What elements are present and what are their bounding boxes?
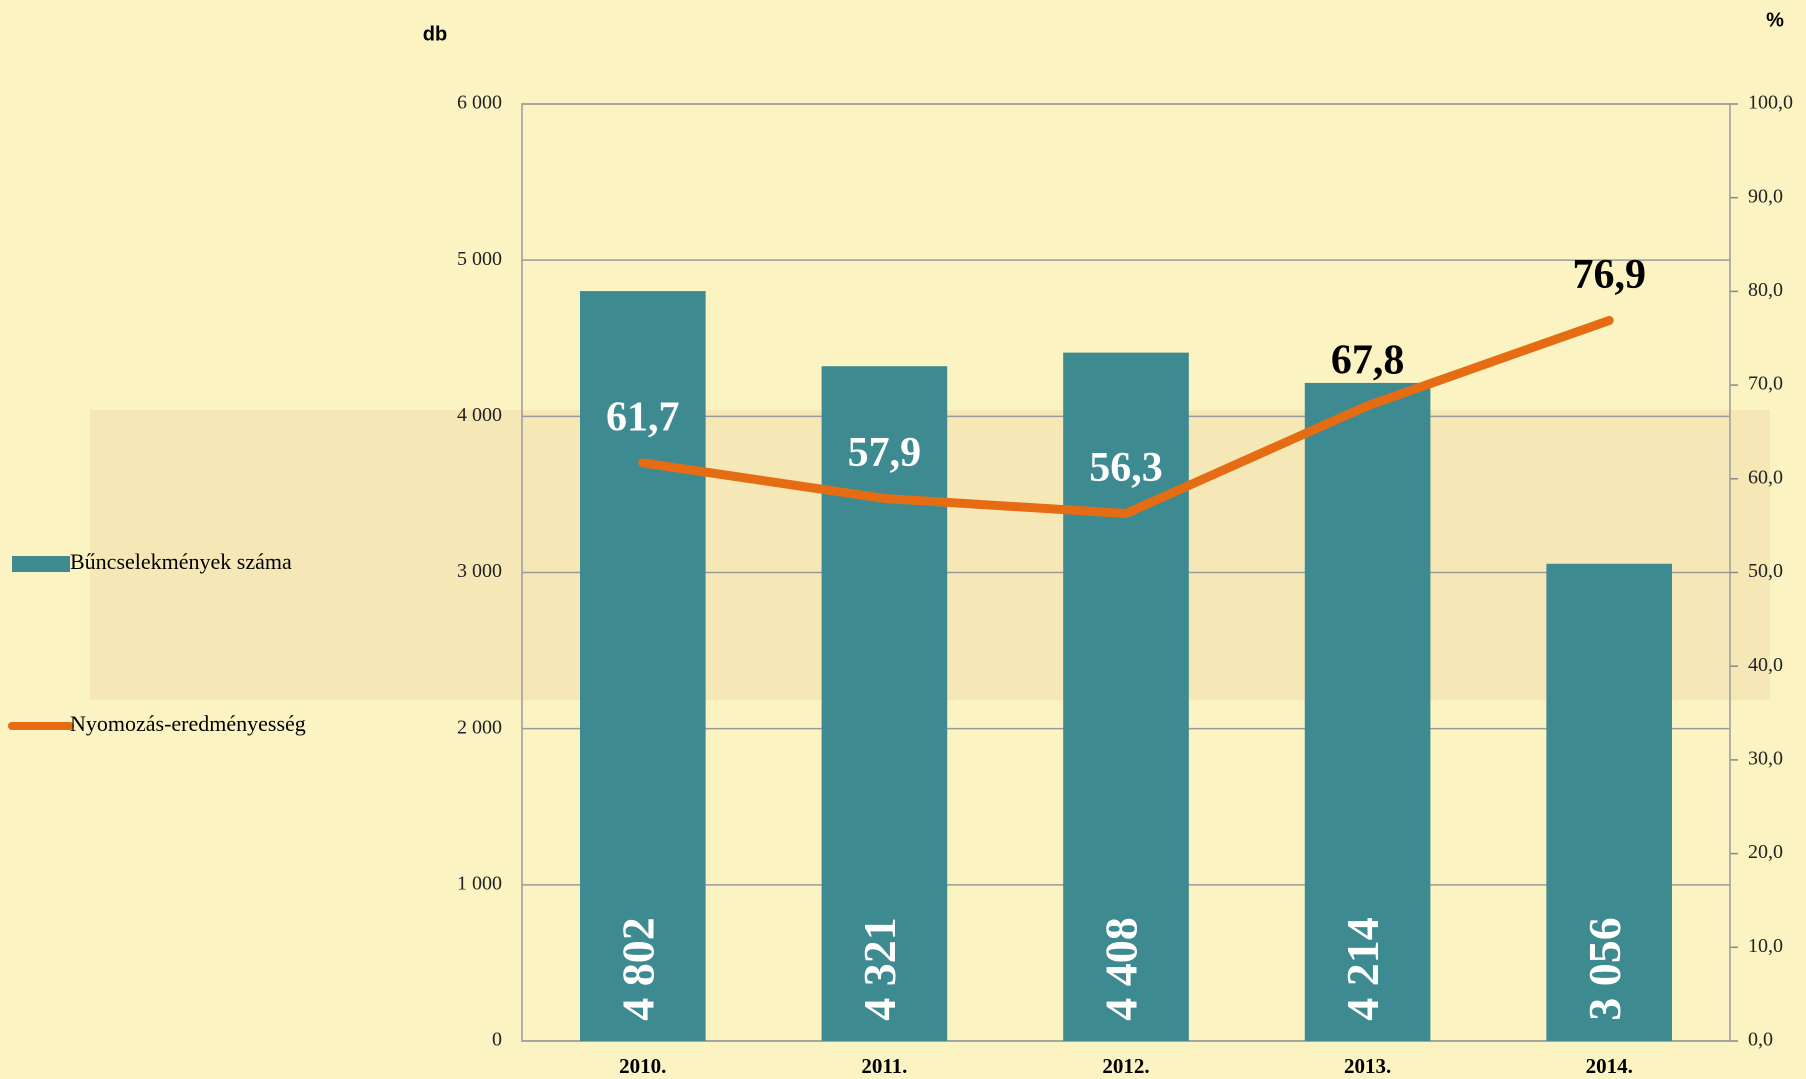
bar-value-label: 4 321 [854,917,905,1021]
bar [1063,352,1189,1042]
bar [579,291,706,1042]
y2-tick-label: 40,0 [1748,654,1783,676]
y2-tick-label: 10,0 [1748,935,1783,957]
y2-tick-label: 30,0 [1748,747,1783,769]
y2-tick-label: 80,0 [1748,279,1783,301]
legend-swatch [12,556,70,572]
y2-tick-label: 60,0 [1748,466,1783,488]
y2-tick-label: 0,0 [1748,1029,1773,1051]
y-tick-label: 0 [492,1029,502,1051]
y-tick-label: 2 000 [457,716,502,738]
bar [821,366,948,1041]
y-axis-label: db [423,23,447,45]
legend-label: Nyomozás-eredményesség [70,711,306,736]
line-value-label: 57,9 [848,430,922,476]
line-value-label: 61,7 [606,395,680,441]
line-value-label: 76,9 [1572,252,1646,298]
x-tick-label: 2013. [1344,1054,1391,1078]
bar-value-label: 3 056 [1579,917,1630,1021]
y2-tick-label: 50,0 [1748,560,1783,582]
y-tick-label: 6 000 [457,92,502,114]
legend-label: Bűncselekmények száma [70,549,292,574]
bar-value-label: 4 408 [1096,917,1147,1021]
y-tick-label: 4 000 [457,404,502,426]
bar-value-label: 4 214 [1337,917,1388,1021]
x-tick-label: 2010. [619,1054,666,1078]
line [638,315,1614,518]
x-tick-label: 2011. [861,1054,907,1078]
bar-value-label: 4 802 [612,917,663,1021]
y2-tick-label: 90,0 [1748,185,1783,207]
x-tick-label: 2014. [1586,1054,1633,1078]
bar [1546,563,1673,1041]
y2-axis-label: % [1766,9,1784,31]
bar [1304,382,1431,1041]
y2-tick-label: 70,0 [1748,373,1783,395]
line-value-label: 67,8 [1331,337,1405,383]
y-tick-label: 3 000 [457,560,502,582]
y2-tick-label: 100,0 [1748,92,1793,114]
x-tick-label: 2012. [1102,1054,1149,1078]
y-tick-label: 1 000 [457,872,502,894]
y-tick-label: 5 000 [457,248,502,270]
line-value-label: 56,3 [1089,445,1163,491]
y2-tick-label: 20,0 [1748,841,1783,863]
